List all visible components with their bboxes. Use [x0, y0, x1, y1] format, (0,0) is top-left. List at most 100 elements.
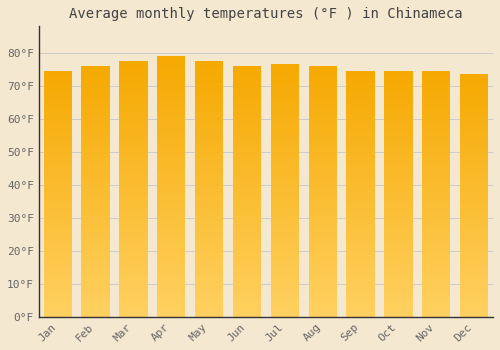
Bar — [270, 99, 299, 102]
Bar — [422, 268, 450, 271]
Bar — [270, 263, 299, 266]
Bar — [157, 118, 186, 121]
Bar — [195, 224, 224, 227]
Bar — [308, 276, 337, 279]
Bar — [346, 151, 375, 154]
Bar — [384, 160, 412, 163]
Bar — [308, 119, 337, 122]
Bar — [308, 116, 337, 119]
Bar — [195, 186, 224, 189]
Bar — [308, 198, 337, 201]
Bar — [422, 86, 450, 89]
Bar — [460, 120, 488, 123]
Bar — [422, 194, 450, 197]
Bar — [233, 150, 261, 154]
Bar — [157, 173, 186, 177]
Bar — [195, 122, 224, 125]
Bar — [82, 113, 110, 116]
Bar — [44, 175, 72, 178]
Bar — [233, 314, 261, 317]
Bar — [233, 75, 261, 78]
Bar — [82, 248, 110, 251]
Bar — [346, 86, 375, 89]
Bar — [119, 103, 148, 106]
Bar — [119, 163, 148, 167]
Bar — [346, 172, 375, 175]
Bar — [346, 92, 375, 96]
Bar — [460, 74, 488, 77]
Bar — [422, 234, 450, 237]
Bar — [460, 132, 488, 135]
Bar — [119, 301, 148, 304]
Bar — [82, 229, 110, 232]
Bar — [233, 113, 261, 116]
Bar — [384, 169, 412, 172]
Bar — [233, 85, 261, 88]
Bar — [270, 134, 299, 137]
Bar — [233, 195, 261, 198]
Bar — [233, 191, 261, 195]
Bar — [195, 202, 224, 205]
Bar — [82, 166, 110, 169]
Bar — [195, 131, 224, 134]
Bar — [157, 294, 186, 297]
Bar — [270, 96, 299, 99]
Bar — [119, 93, 148, 96]
Bar — [460, 280, 488, 284]
Bar — [460, 265, 488, 268]
Bar — [384, 200, 412, 203]
Bar — [82, 160, 110, 163]
Bar — [270, 238, 299, 241]
Bar — [82, 295, 110, 298]
Bar — [384, 261, 412, 265]
Bar — [422, 197, 450, 200]
Bar — [195, 77, 224, 80]
Bar — [460, 123, 488, 126]
Bar — [384, 148, 412, 151]
Bar — [233, 166, 261, 169]
Bar — [460, 111, 488, 114]
Bar — [119, 141, 148, 144]
Bar — [460, 238, 488, 241]
Bar — [82, 223, 110, 226]
Bar — [460, 232, 488, 235]
Bar — [82, 191, 110, 195]
Bar — [460, 138, 488, 141]
Bar — [384, 184, 412, 188]
Bar — [157, 82, 186, 85]
Bar — [460, 302, 488, 304]
Bar — [308, 248, 337, 251]
Bar — [82, 100, 110, 104]
Bar — [308, 282, 337, 286]
Bar — [157, 72, 186, 76]
Bar — [346, 308, 375, 311]
Bar — [233, 260, 261, 264]
Bar — [270, 156, 299, 159]
Bar — [422, 172, 450, 175]
Bar — [44, 286, 72, 289]
Bar — [422, 80, 450, 83]
Bar — [384, 212, 412, 215]
Bar — [422, 295, 450, 298]
Bar — [157, 144, 186, 147]
Bar — [270, 93, 299, 96]
Bar — [460, 86, 488, 89]
Bar — [157, 287, 186, 291]
Bar — [270, 301, 299, 304]
Bar — [308, 210, 337, 213]
Bar — [346, 188, 375, 191]
Bar — [270, 219, 299, 222]
Bar — [422, 148, 450, 151]
Bar — [346, 258, 375, 261]
Bar — [460, 117, 488, 120]
Bar — [44, 283, 72, 286]
Bar — [157, 216, 186, 219]
Bar — [460, 183, 488, 187]
Bar — [460, 147, 488, 150]
Bar — [82, 132, 110, 135]
Bar — [270, 212, 299, 216]
Bar — [44, 160, 72, 163]
Bar — [44, 268, 72, 271]
Bar — [270, 247, 299, 251]
Bar — [308, 72, 337, 75]
